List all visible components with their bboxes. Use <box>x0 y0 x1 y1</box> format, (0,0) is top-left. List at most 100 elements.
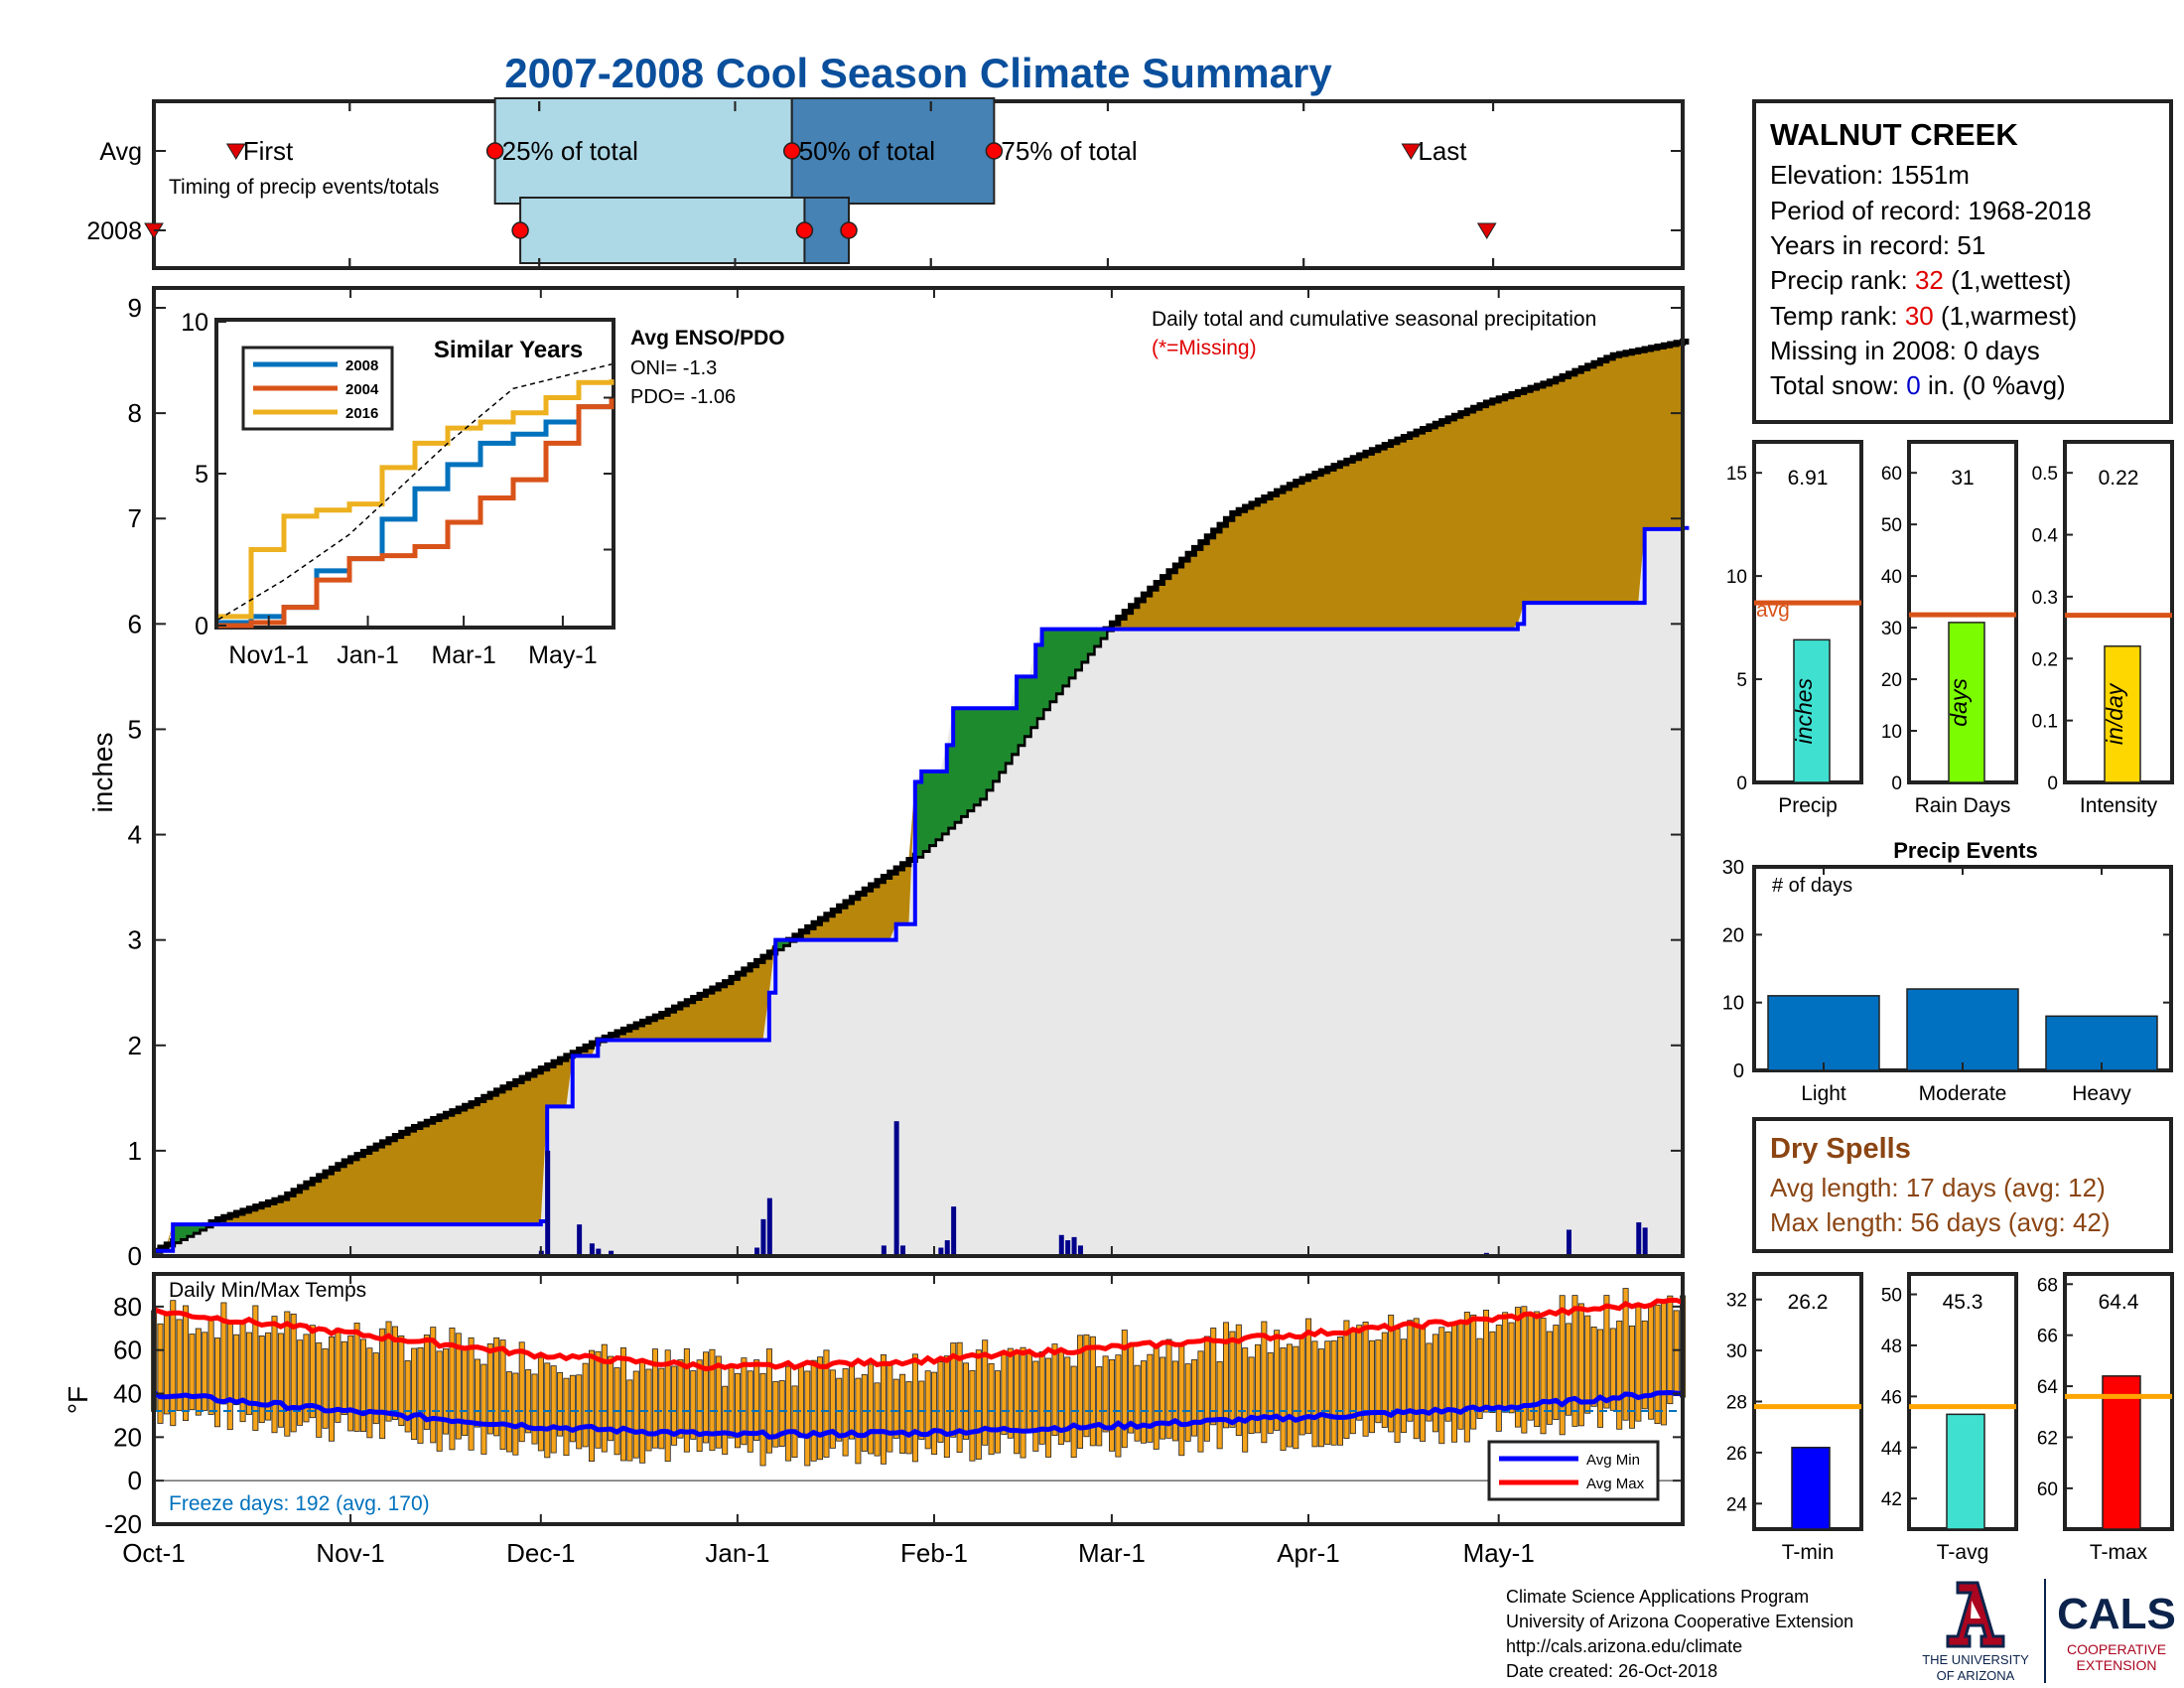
precip-events-chart: Precip Events # of days Light Moderate Heav… <box>1722 838 2173 1105</box>
temp-ytick-label: 42 <box>1881 1489 1902 1510</box>
mini-ytick-label: 60 <box>1881 464 1902 485</box>
daily-temp-bar <box>347 1335 354 1432</box>
footer-line-1: Climate Science Applications Program <box>1506 1587 1809 1607</box>
daily-temp-bar <box>1216 1361 1223 1450</box>
temps-plot-area <box>151 1288 1687 1481</box>
mini-bar-precip <box>1793 638 1831 783</box>
daily-temp-bar <box>1197 1350 1204 1453</box>
mini-avg-label: avg <box>1756 599 1790 622</box>
daily-temp-bar <box>765 1348 772 1454</box>
main-ytick-label: 5 <box>128 714 142 744</box>
daily-temp-bar <box>849 1361 856 1440</box>
main-ytick-label: 2 <box>128 1031 142 1060</box>
daily-temp-bar <box>468 1336 475 1451</box>
events-label-2: Heavy <box>2072 1082 2131 1105</box>
daily-temp-bar <box>1521 1306 1528 1434</box>
mini-panel-rain_days: 31 Rain Days days 0 10 20 30 40 50 60 <box>1881 440 2018 817</box>
temp-bar-tmax <box>2102 1375 2141 1530</box>
timing-row-label-2008: 2008 <box>86 217 142 245</box>
daily-temp-bar <box>245 1332 252 1415</box>
daily-temp-bar <box>855 1377 862 1465</box>
daily-temp-bar <box>683 1347 690 1453</box>
daily-temp-bar <box>322 1347 329 1429</box>
daily-temp-bar <box>512 1372 519 1456</box>
daily-temp-bar <box>1165 1338 1172 1439</box>
daily-temp-bar <box>557 1371 564 1437</box>
daily-precip-bar <box>893 1121 899 1256</box>
ua-line-1: THE UNIVERSITY <box>1922 1652 2029 1667</box>
daily-temp-bar <box>804 1370 811 1467</box>
temp-value-tmin: 26.2 <box>1788 1291 1829 1314</box>
daily-temp-bar <box>1654 1304 1661 1425</box>
daily-temp-bar <box>892 1378 899 1439</box>
daily-temp-bar <box>1577 1303 1584 1427</box>
surplus-segment <box>959 708 967 815</box>
surplus-segment <box>940 771 948 833</box>
daily-temp-bar <box>1571 1295 1578 1427</box>
daily-temp-bar <box>1489 1331 1496 1414</box>
daily-temp-bar <box>690 1370 697 1440</box>
daily-temp-bar <box>1476 1337 1483 1419</box>
daily-temp-bar <box>1356 1325 1363 1421</box>
surplus-segment <box>933 771 941 839</box>
daily-temp-bar <box>1394 1329 1401 1443</box>
events-ytick-label: 0 <box>1733 1060 1744 1082</box>
daily-temp-bar <box>226 1324 233 1431</box>
mini-ytick-label: 50 <box>1881 515 1902 536</box>
station-name: WALNUT CREEK <box>1770 117 2018 152</box>
mini-ytick-label: 20 <box>1881 670 1902 691</box>
daily-temp-bar <box>715 1355 722 1449</box>
daily-temp-bar <box>1540 1318 1547 1435</box>
daily-temp-bar <box>874 1382 881 1457</box>
daily-temp-bar <box>728 1366 735 1439</box>
temp-ytick-label: 48 <box>1881 1336 1902 1357</box>
daily-temp-bar <box>722 1385 729 1455</box>
temps-xtick-label: Feb-1 <box>900 1538 968 1568</box>
temp-ytick-label: 66 <box>2037 1327 2058 1347</box>
daily-temp-bar <box>1667 1295 1674 1405</box>
mini-panel-intensity: 0.22 Intensity in/day 0 0.1 0.2 0.3 0.4 0.5 <box>2032 440 2174 817</box>
inset-avg-line <box>217 363 613 621</box>
daily-temp-bar <box>645 1368 652 1452</box>
main-ylabel: inches <box>87 733 118 813</box>
main-plot-area <box>154 338 1690 1256</box>
temps-ytick-label: 20 <box>113 1422 142 1452</box>
mini-ytick-label: 0 <box>1891 774 1902 794</box>
timing-label-50: 50% of total <box>799 136 935 166</box>
daily-temp-bar <box>309 1325 316 1419</box>
daily-temp-bar <box>1566 1323 1572 1416</box>
daily-temp-bar <box>1426 1342 1433 1422</box>
daily-temp-bar <box>537 1356 544 1452</box>
daily-temp-bar <box>791 1385 798 1458</box>
inset-title: Similar Years <box>434 337 583 363</box>
temp-panel-tmin: 26.2 T-min 24 26 28 30 32 <box>1726 1272 1863 1564</box>
daily-temp-bar <box>1147 1353 1154 1443</box>
daily-temp-bar <box>1502 1312 1509 1413</box>
daily-temp-bar <box>1223 1322 1230 1429</box>
daily-temp-bar <box>595 1350 602 1449</box>
timing-row-label-avg: Avg <box>99 138 142 166</box>
daily-temp-bar <box>1235 1324 1242 1437</box>
timing-avg-endpoint-marker <box>225 143 246 160</box>
daily-temp-bar <box>1280 1347 1287 1452</box>
daily-temp-bar <box>189 1334 196 1411</box>
daily-temp-bar <box>1368 1339 1375 1434</box>
daily-temp-bar <box>531 1373 538 1445</box>
daily-temp-bar <box>271 1316 278 1434</box>
temp-bar-tavg <box>1946 1413 1985 1530</box>
daily-temp-bar <box>1032 1360 1039 1452</box>
daily-temp-bar <box>176 1319 183 1412</box>
daily-temp-bar <box>899 1373 906 1454</box>
daily-temp-bar <box>589 1349 596 1463</box>
daily-temp-bar <box>1483 1310 1490 1413</box>
inset-ytick-label: 10 <box>181 309 208 337</box>
mini-label-intensity: Intensity <box>2080 794 2158 817</box>
daily-temp-bar <box>398 1335 405 1426</box>
daily-temp-bar <box>449 1328 456 1451</box>
daily-precip-bar <box>951 1206 957 1256</box>
surplus-segment <box>1004 708 1012 763</box>
daily-temp-bar <box>823 1349 830 1458</box>
daily-temp-bar <box>1622 1288 1629 1421</box>
timing-panel: Avg 2008 Timing of precip events/totals … <box>86 97 1685 270</box>
